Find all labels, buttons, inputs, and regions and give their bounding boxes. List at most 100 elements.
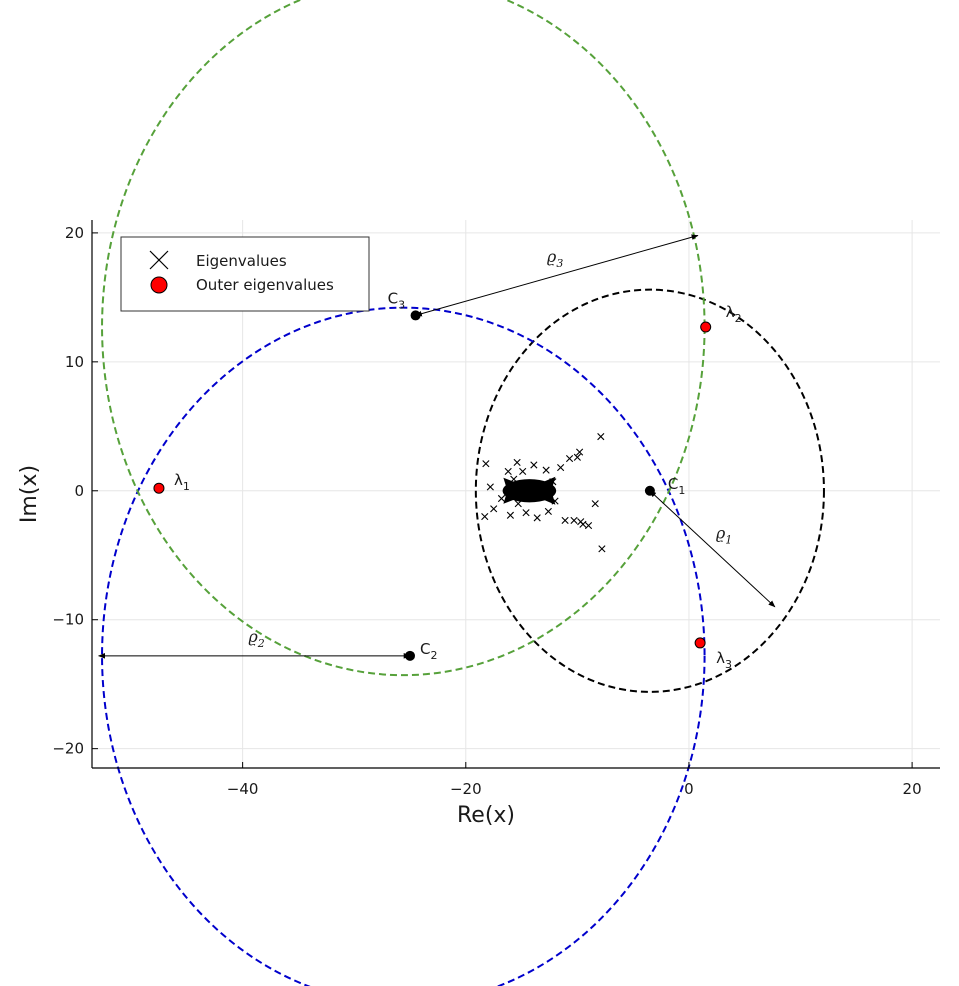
eigenvalue-marker: [576, 448, 584, 456]
legend-eigenvalues-marker: [149, 250, 169, 270]
radius-arrow-1: [649, 490, 776, 608]
eigenvalue-marker: [486, 483, 494, 491]
eigenvalue-marker: [542, 466, 550, 474]
eigenvalue-marker: [597, 433, 605, 441]
eigenvalue-marker: [510, 475, 518, 483]
eigenvalue-cluster-core: [503, 476, 556, 505]
eigenvalue-cross-stroke: [497, 494, 506, 503]
y-axis-title: Im(x): [17, 465, 42, 523]
center-point-3: [410, 310, 421, 321]
eigenvalue-marker: [514, 500, 522, 508]
y-tick-label: −10: [52, 611, 84, 629]
outer-eigenvalue-1: [153, 482, 165, 494]
eigenvalue-marker: [551, 497, 559, 505]
outer-eigenvalue-label-1: λ1: [174, 471, 190, 493]
eigenvalue-cross-stroke: [570, 516, 578, 525]
radius-arrow-3: [414, 234, 699, 317]
legend-outer-eigenvalues-marker: [150, 276, 168, 294]
eigenvalue-marker: [565, 454, 574, 463]
legend-eigenvalues-label: Eigenvalues: [196, 252, 287, 270]
eigenvalue-cross-stroke: [504, 467, 512, 476]
eigenvalue-cross-stroke: [542, 466, 550, 474]
eigenvalue-cross-stroke: [544, 507, 552, 515]
outer-eigenvalue-3: [694, 637, 706, 649]
radius-label-2: ϱ2: [248, 627, 264, 650]
axes: −40 −20 0 20 −20 −10 0 10 20 Re(x) Im(x): [17, 220, 940, 828]
eigenvalue-marker: [561, 516, 569, 525]
points: [153, 310, 712, 661]
radius-label-1: ϱ1: [716, 524, 732, 547]
eigenvalue-markers: [481, 433, 606, 553]
eigenvalue-cross-stroke: [513, 458, 521, 466]
y-tick-label: 0: [74, 482, 84, 500]
center-label-3: C3: [388, 289, 405, 311]
center-point-1: [644, 485, 655, 496]
eigenvalue-cross-stroke: [591, 500, 599, 508]
eigenvalue-cross-stroke: [561, 516, 569, 525]
x-tick-label: −40: [227, 780, 259, 798]
eigenvalue-marker: [549, 478, 557, 486]
eigenvalue-marker: [504, 467, 512, 476]
eigenvalue-marker: [481, 512, 489, 521]
center-point-2: [405, 650, 415, 661]
eigenvalue-marker: [506, 511, 515, 519]
circle-2: [101, 306, 706, 986]
x-tick-label: −20: [450, 780, 482, 798]
eigenvalue-marker: [557, 463, 565, 472]
eigenvalue-marker: [533, 514, 541, 522]
x-tick-label: 20: [903, 780, 922, 798]
y-tick-label: 20: [65, 224, 84, 242]
outer-eigenvalue-2: [700, 321, 712, 333]
eigenvalue-cross-stroke: [514, 500, 522, 508]
eigenvalue-cross-stroke: [598, 545, 606, 553]
annotations: ϱ1 ϱ2 ϱ3 C1 C2 C3 λ1 λ2 λ3: [174, 247, 742, 671]
eigenvalue-marker: [519, 467, 527, 476]
radius-label-3: ϱ3: [547, 247, 563, 270]
eigenvalue-marker: [544, 507, 552, 515]
eigenvalue-marker: [584, 522, 593, 530]
eigenvalue-cross-stroke: [486, 483, 494, 491]
eigenvalue-cross-stroke: [481, 512, 489, 521]
eigenvalue-cross-stroke: [510, 475, 518, 483]
circles: [101, 0, 825, 986]
radius-arrows: [97, 234, 776, 659]
eigenvalue-cross-stroke: [565, 454, 574, 463]
eigenvalue-cross-stroke: [579, 520, 587, 528]
eigenvalue-cross-stroke: [576, 448, 584, 456]
eigenvalue-cross-stroke: [530, 461, 538, 469]
eigenvalue-marker: [591, 500, 599, 508]
circle-3: [101, 0, 706, 677]
outer-eigenvalue-label-2: λ2: [726, 303, 742, 325]
y-tick-label: 10: [65, 353, 84, 371]
eigenvalue-cross-stroke: [522, 509, 530, 517]
eigenvalue-marker: [482, 460, 490, 468]
eigenvalue-cross-stroke: [549, 478, 557, 486]
eigenvalue-marker: [530, 461, 538, 469]
x-tick-label: 0: [684, 780, 694, 798]
eigenvalue-marker: [579, 520, 587, 528]
eigenvalue-marker: [573, 453, 581, 461]
outer-eigenvalue-label-3: λ3: [716, 649, 732, 671]
eigenvalue-cross-stroke: [533, 514, 541, 522]
eigenvalue-cross-stroke: [573, 453, 581, 461]
eigenvalue-marker: [490, 505, 498, 513]
eigenvalue-marker: [570, 516, 578, 525]
eigenvalue-marker: [522, 509, 530, 517]
eigenvalue-cross-stroke: [597, 433, 605, 441]
legend-outer-eigenvalues-label: Outer eigenvalues: [196, 276, 334, 294]
eigenvalue-cross-stroke: [551, 497, 559, 505]
legend-box: [120, 236, 370, 312]
eigenvalue-cross-stroke: [584, 522, 593, 530]
eigenvalue-cross-stroke: [519, 467, 527, 476]
eigenvalue-marker: [513, 458, 521, 466]
eigenvalue-cross-stroke: [482, 460, 490, 468]
legend: Eigenvalues Outer eigenvalues: [120, 236, 370, 312]
eigenvalue-marker: [497, 494, 506, 503]
x-axis-title: Re(x): [457, 803, 515, 828]
eigenvalue-cross-stroke: [557, 463, 565, 472]
y-tick-label: −20: [52, 740, 84, 758]
eigenvalue-marker: [598, 545, 606, 553]
center-label-2: C2: [420, 640, 437, 662]
eigenvalue-cross-stroke: [490, 505, 498, 513]
